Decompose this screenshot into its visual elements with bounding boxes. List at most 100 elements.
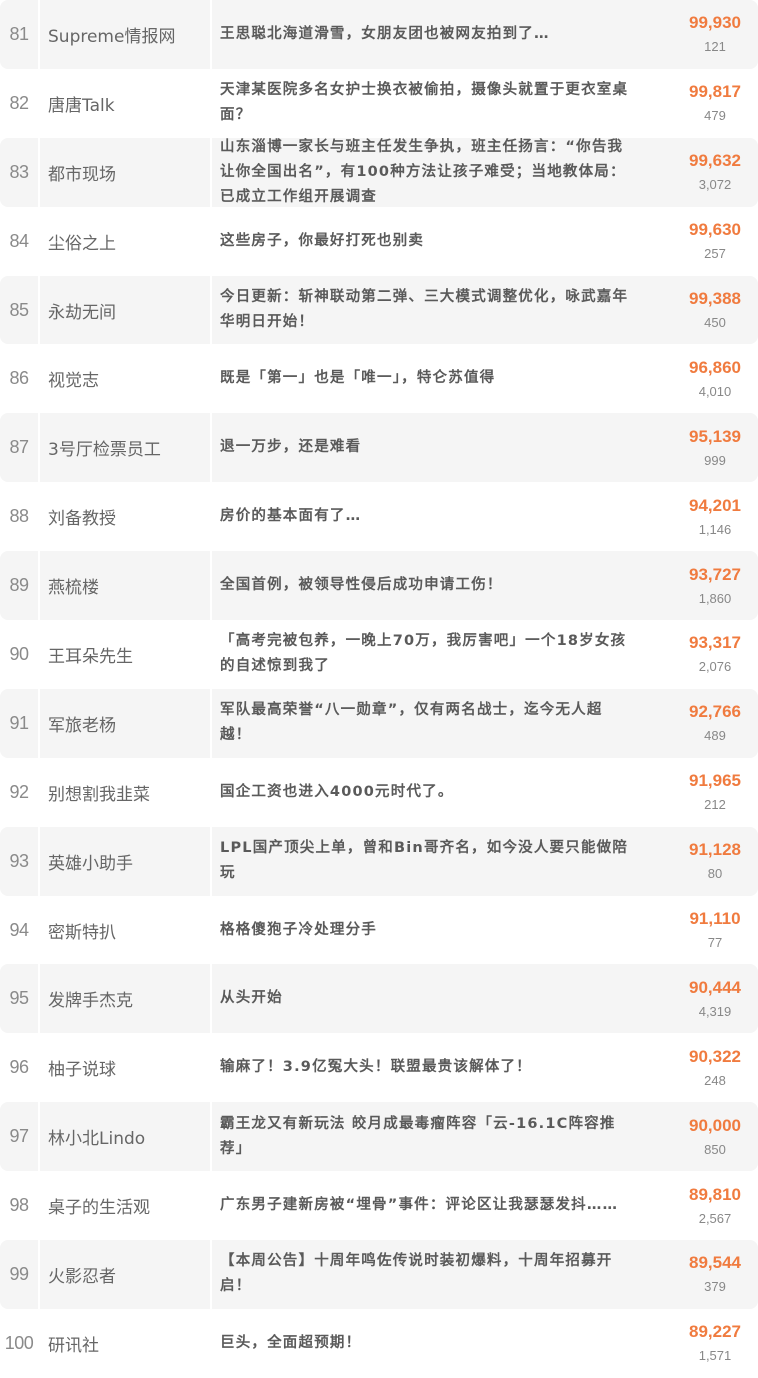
article-title[interactable]: 「高考完被包养，一晚上70万，我厉害吧」一个18岁女孩的自述惊到我了 (220, 633, 627, 675)
article-title-cell[interactable]: 广东男子建新房被“埋骨”事件：评论区让我瑟瑟发抖…… (212, 1171, 650, 1240)
account-name[interactable]: 发牌手杰克 (40, 964, 212, 1034)
account-name[interactable]: 都市现场 (40, 137, 212, 207)
account-name[interactable]: 桌子的生活观 (40, 1171, 212, 1241)
article-title-cell[interactable]: 【本周公告】十周年鸣佐传说时装初爆料，十周年招募开启！ (212, 1240, 650, 1309)
article-title[interactable]: 房价的基本面有了… (220, 508, 362, 525)
account-name[interactable]: 研讯社 (40, 1308, 212, 1378)
article-title[interactable]: 从头开始 (220, 990, 283, 1007)
score-value: 89,810 (689, 1184, 741, 1204)
article-title[interactable]: 天津某医院多名女护士换衣被偷拍，摄像头就置于更衣室桌面？ (220, 82, 629, 124)
article-title[interactable]: 军队最高荣誉“八一勋章”，仅有两名战士，迄今无人超越！ (220, 702, 603, 744)
list-item[interactable]: 97 林小北Lindo 霸王龙又有新玩法 皎月成最毒瘤阵容「云-16.1C阵容推… (0, 1102, 758, 1172)
account-name[interactable]: Supreme情报网 (40, 0, 212, 69)
score-value: 90,444 (689, 977, 741, 997)
account-name[interactable]: 密斯特扒 (40, 895, 212, 965)
account-name[interactable]: 别想割我韭菜 (40, 757, 212, 827)
account-name[interactable]: 燕梳楼 (40, 551, 212, 621)
article-title[interactable]: 这些房子，你最好打死也别卖 (220, 232, 425, 249)
stats: 90,000 850 (650, 1102, 758, 1171)
rank-number: 96 (0, 1033, 40, 1103)
article-title-cell[interactable]: 退一万步，还是难看 (212, 413, 650, 482)
count-value: 2,076 (698, 659, 732, 675)
article-title[interactable]: 格格傻狍子冷处理分手 (220, 921, 377, 938)
rank-number: 82 (0, 68, 40, 138)
account-name[interactable]: 尘俗之上 (40, 206, 212, 276)
article-title-cell[interactable]: 房价的基本面有了… (212, 482, 650, 551)
list-item[interactable]: 94 密斯特扒 格格傻狍子冷处理分手 91,110 77 (0, 895, 758, 965)
list-item[interactable]: 88 刘备教授 房价的基本面有了… 94,201 1,146 (0, 482, 758, 552)
article-title-cell[interactable]: 山东淄博一家长与班主任发生争执，班主任扬言：“你告我让你全国出名”，有100种方… (212, 138, 650, 207)
score-value: 95,139 (689, 426, 741, 446)
article-title-cell[interactable]: 国企工资也进入4000元时代了。 (212, 758, 650, 827)
count-value: 1,860 (698, 590, 732, 606)
article-title-cell[interactable]: 军队最高荣誉“八一勋章”，仅有两名战士，迄今无人超越！ (212, 689, 650, 758)
stats: 95,139 999 (650, 413, 758, 482)
account-name[interactable]: 永劫无间 (40, 275, 212, 345)
list-item[interactable]: 99 火影忍者 【本周公告】十周年鸣佐传说时装初爆料，十周年招募开启！ 89,5… (0, 1240, 758, 1309)
account-name[interactable]: 王耳朵先生 (40, 620, 212, 689)
article-title-cell[interactable]: 霸王龙又有新玩法 皎月成最毒瘤阵容「云-16.1C阵容推荐」 (212, 1102, 650, 1171)
article-title[interactable]: 王思聪北海道滑雪，女朋友团也被网友拍到了… (220, 25, 550, 42)
account-name[interactable]: 3号厅检票员工 (40, 413, 212, 483)
list-item[interactable]: 95 发牌手杰克 从头开始 90,444 4,319 (0, 964, 758, 1034)
account-name[interactable]: 军旅老杨 (40, 688, 212, 758)
list-item[interactable]: 100 研讯社 巨头，全面超预期！ 89,227 1,571 (0, 1308, 758, 1378)
rank-number: 95 (0, 964, 40, 1034)
list-item[interactable]: 82 唐唐Talk 天津某医院多名女护士换衣被偷拍，摄像头就置于更衣室桌面？ 9… (0, 68, 758, 138)
list-item[interactable]: 93 英雄小助手 LPL国产顶尖上单，曾和Bin哥齐名，如今没人要只能做陪玩 9… (0, 826, 758, 896)
article-title[interactable]: 输麻了！3.9亿冤大头！联盟最贵该解体了！ (220, 1059, 532, 1076)
list-item[interactable]: 83 都市现场 山东淄博一家长与班主任发生争执，班主任扬言：“你告我让你全国出名… (0, 137, 758, 207)
article-title[interactable]: 山东淄博一家长与班主任发生争执，班主任扬言：“你告我让你全国出名”，有100种方… (220, 138, 626, 205)
score-value: 90,000 (689, 1115, 741, 1135)
rank-number: 87 (0, 413, 40, 483)
article-title-cell[interactable]: 天津某医院多名女护士换衣被偷拍，摄像头就置于更衣室桌面？ (212, 69, 650, 138)
article-title-cell[interactable]: 「高考完被包养，一晚上70万，我厉害吧」一个18岁女孩的自述惊到我了 (212, 620, 650, 689)
score-value: 92,766 (689, 702, 741, 722)
article-title-cell[interactable]: 这些房子，你最好打死也别卖 (212, 207, 650, 276)
rank-number: 90 (0, 620, 40, 689)
article-title[interactable]: 【本周公告】十周年鸣佐传说时装初爆料，十周年招募开启！ (220, 1253, 613, 1295)
article-title[interactable]: 霸王龙又有新玩法 皎月成最毒瘤阵容「云-16.1C阵容推荐」 (220, 1115, 616, 1157)
score-value: 99,630 (689, 220, 741, 240)
list-item[interactable]: 86 视觉志 既是「第一」也是「唯一」，特仑苏值得 96,860 4,010 (0, 344, 758, 414)
list-item[interactable]: 84 尘俗之上 这些房子，你最好打死也别卖 99,630 257 (0, 206, 758, 276)
article-title[interactable]: 今日更新：斩神联动第二弹、三大模式调整优化，咏武嘉年华明日开始！ (220, 289, 629, 330)
account-name[interactable]: 唐唐Talk (40, 68, 212, 138)
score-value: 91,110 (689, 909, 741, 929)
list-item[interactable]: 90 王耳朵先生 「高考完被包养，一晚上70万，我厉害吧」一个18岁女孩的自述惊… (0, 620, 758, 689)
article-title-cell[interactable]: 从头开始 (212, 964, 650, 1033)
account-name[interactable]: 火影忍者 (40, 1240, 212, 1309)
article-title[interactable]: 既是「第一」也是「唯一」，特仑苏值得 (220, 370, 496, 387)
score-value: 89,544 (689, 1253, 741, 1273)
account-name[interactable]: 林小北Lindo (40, 1102, 212, 1172)
article-title-cell[interactable]: LPL国产顶尖上单，曾和Bin哥齐名，如今没人要只能做陪玩 (212, 827, 650, 896)
account-name[interactable]: 视觉志 (40, 344, 212, 414)
list-item[interactable]: 85 永劫无间 今日更新：斩神联动第二弹、三大模式调整优化，咏武嘉年华明日开始！… (0, 275, 758, 345)
article-title[interactable]: LPL国产顶尖上单，曾和Bin哥齐名，如今没人要只能做陪玩 (220, 840, 629, 882)
article-title[interactable]: 退一万步，还是难看 (220, 439, 362, 456)
account-name[interactable]: 英雄小助手 (40, 826, 212, 896)
list-item[interactable]: 91 军旅老杨 军队最高荣誉“八一勋章”，仅有两名战士，迄今无人超越！ 92,7… (0, 688, 758, 758)
article-title[interactable]: 国企工资也进入4000元时代了。 (220, 783, 454, 800)
list-item[interactable]: 87 3号厅检票员工 退一万步，还是难看 95,139 999 (0, 413, 758, 483)
list-item[interactable]: 96 柚子说球 输麻了！3.9亿冤大头！联盟最贵该解体了！ 90,322 248 (0, 1033, 758, 1103)
list-item[interactable]: 98 桌子的生活观 广东男子建新房被“埋骨”事件：评论区让我瑟瑟发抖…… 89,… (0, 1171, 758, 1241)
article-title-cell[interactable]: 王思聪北海道滑雪，女朋友团也被网友拍到了… (212, 0, 650, 69)
article-title-cell[interactable]: 今日更新：斩神联动第二弹、三大模式调整优化，咏武嘉年华明日开始！ (212, 276, 650, 345)
article-title-cell[interactable]: 既是「第一」也是「唯一」，特仑苏值得 (212, 344, 650, 413)
article-title[interactable]: 巨头，全面超预期！ (220, 1334, 362, 1351)
article-title-cell[interactable]: 全国首例，被领导性侵后成功申请工伤！ (212, 551, 650, 620)
list-item[interactable]: 81 Supreme情报网 王思聪北海道滑雪，女朋友团也被网友拍到了… 99,9… (0, 0, 758, 69)
account-name[interactable]: 刘备教授 (40, 482, 212, 552)
count-value: 479 (704, 108, 726, 124)
count-value: 489 (704, 728, 726, 744)
list-item[interactable]: 92 别想割我韭菜 国企工资也进入4000元时代了。 91,965 212 (0, 757, 758, 827)
article-title-cell[interactable]: 输麻了！3.9亿冤大头！联盟最贵该解体了！ (212, 1033, 650, 1102)
article-title[interactable]: 广东男子建新房被“埋骨”事件：评论区让我瑟瑟发抖…… (220, 1197, 619, 1214)
article-title-cell[interactable]: 格格傻狍子冷处理分手 (212, 896, 650, 965)
article-title[interactable]: 全国首例，被领导性侵后成功申请工伤！ (220, 577, 503, 594)
score-value: 90,322 (689, 1046, 741, 1066)
list-item[interactable]: 89 燕梳楼 全国首例，被领导性侵后成功申请工伤！ 93,727 1,860 (0, 551, 758, 621)
account-name[interactable]: 柚子说球 (40, 1033, 212, 1103)
article-title-cell[interactable]: 巨头，全面超预期！ (212, 1309, 650, 1378)
